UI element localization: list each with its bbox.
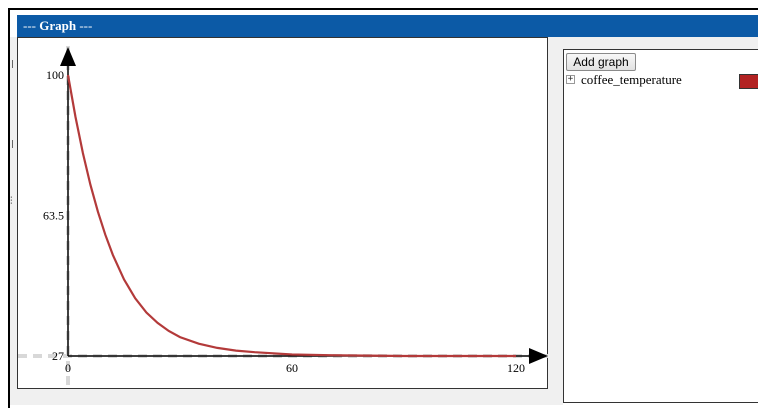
side-panel-header bbox=[563, 37, 758, 49]
graph-item-label[interactable]: coffee_temperature bbox=[581, 72, 682, 87]
graph-list-panel bbox=[563, 49, 758, 403]
y-axis-arrow bbox=[60, 47, 76, 66]
graph-list-item[interactable]: + coffee_temperature bbox=[566, 72, 758, 89]
graph-color-swatch[interactable] bbox=[739, 74, 758, 89]
y-tick-label: 63.5 bbox=[43, 209, 64, 223]
title-suffix: --- bbox=[79, 18, 93, 33]
series-line-coffee-temperature bbox=[66, 74, 516, 358]
x-tick-label: 120 bbox=[507, 361, 525, 375]
left-strip bbox=[10, 37, 17, 405]
graph-footer bbox=[17, 389, 563, 405]
strip-tick bbox=[12, 140, 13, 148]
graph-titlebar: --- Graph --- bbox=[17, 15, 758, 37]
expand-plus-icon[interactable]: + bbox=[566, 74, 575, 84]
add-graph-button[interactable]: Add graph bbox=[566, 53, 636, 71]
y-tick-label: 100 bbox=[46, 68, 64, 82]
x-axis-arrow bbox=[529, 348, 548, 364]
x-tick-label: 60 bbox=[286, 361, 298, 375]
window-frame bbox=[8, 8, 758, 408]
graph-panel[interactable]: 27 63.5 100 0 60 120 bbox=[17, 37, 549, 390]
panel-gap bbox=[548, 37, 563, 405]
title-prefix: --- bbox=[23, 18, 36, 33]
chart-svg: 27 63.5 100 0 60 120 bbox=[18, 46, 549, 390]
y-tick-label: 27 bbox=[52, 349, 64, 363]
window-title: Graph bbox=[39, 18, 77, 33]
strip-tick bbox=[12, 60, 13, 68]
strip-marker-icon: ⫶ bbox=[10, 196, 13, 207]
x-tick-label: 0 bbox=[65, 361, 71, 375]
